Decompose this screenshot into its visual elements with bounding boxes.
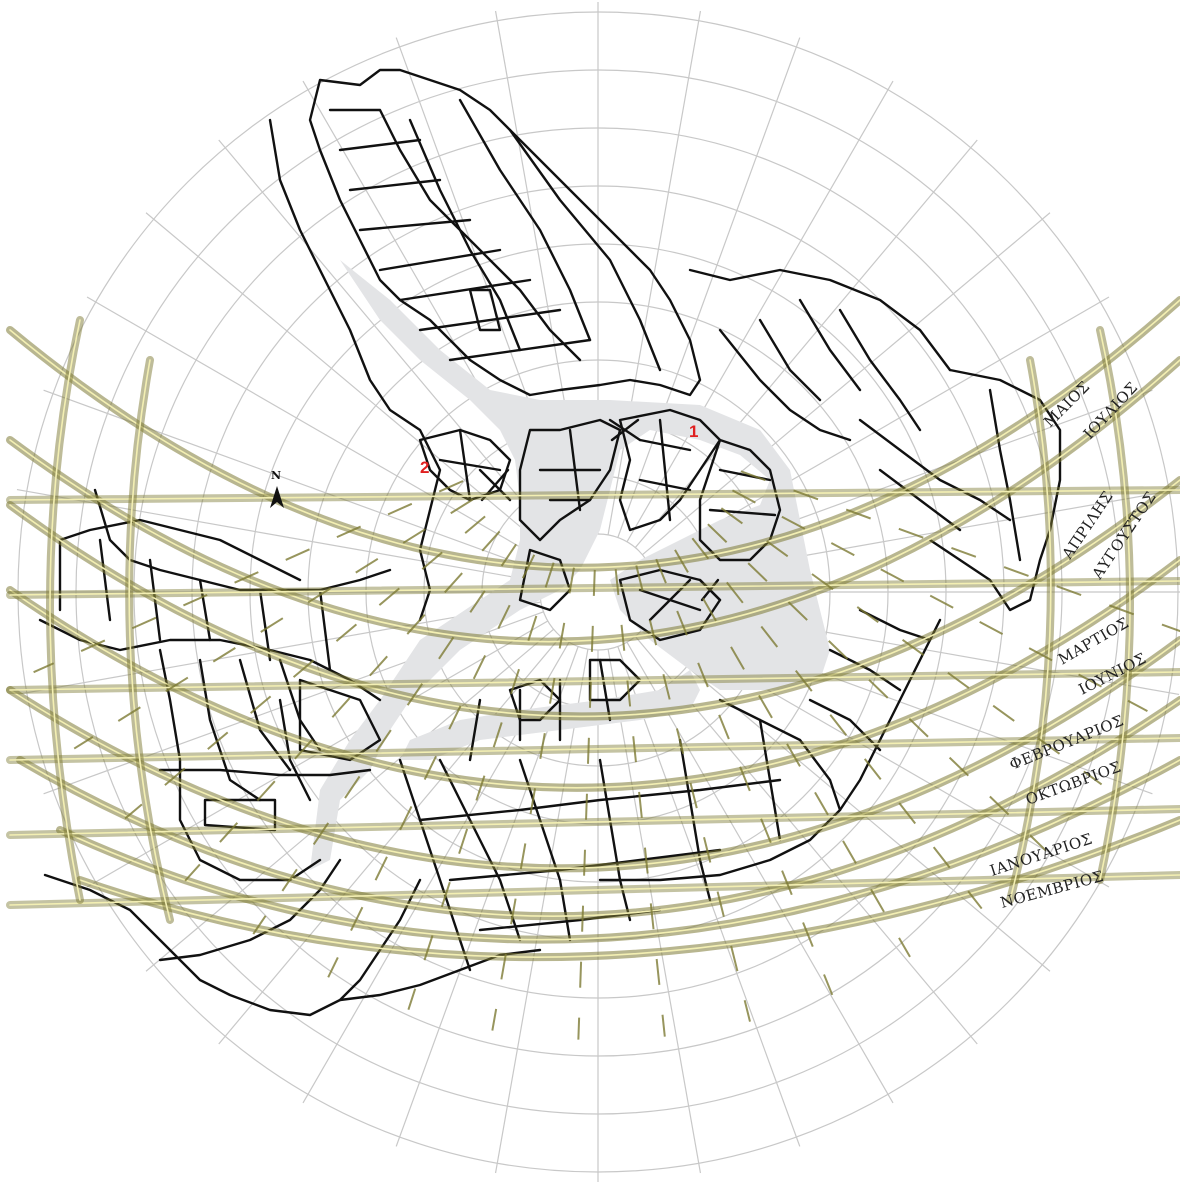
grid-spoke — [617, 37, 801, 538]
grid-spoke — [626, 80, 894, 543]
sun-band-highlight — [1099, 329, 1131, 881]
sun-band-highlight — [9, 671, 1180, 691]
grid-spoke — [145, 212, 554, 556]
sun-band-highlight — [19, 699, 1180, 918]
north-arrow: N — [270, 469, 284, 508]
sun-band-highlight — [9, 479, 1180, 718]
hour-line — [124, 515, 486, 820]
sun-band-highlight — [9, 639, 1180, 869]
hour-line — [491, 567, 575, 1031]
grid-spoke — [634, 139, 978, 548]
grid-spoke — [218, 636, 562, 1045]
sun-band-highlight — [9, 299, 1180, 569]
hour-line — [720, 507, 1103, 786]
grid-spoke — [145, 628, 554, 972]
hour-lines — [33, 470, 1180, 1040]
grid-spoke — [218, 139, 562, 548]
sun-band-highlight — [9, 737, 1180, 761]
hour-line — [691, 537, 983, 910]
hour-line — [707, 523, 1047, 852]
hour-line — [73, 498, 474, 750]
grid-spoke — [626, 641, 894, 1104]
hour-line — [674, 549, 911, 958]
sun-band-highlight — [1009, 359, 1052, 901]
marker-2: 2 — [420, 458, 429, 477]
sun-band — [1006, 356, 1055, 904]
grid-spoke — [642, 212, 1051, 556]
grid-spoke — [607, 10, 702, 535]
hour-line — [407, 562, 555, 1010]
hour-line — [740, 470, 1180, 633]
north-arrow-icon — [270, 486, 284, 508]
sun-band-highlight — [9, 808, 1180, 836]
hour-line — [577, 569, 596, 1040]
hour-line — [731, 489, 1148, 712]
hour-line — [614, 569, 666, 1037]
hour-line — [33, 480, 464, 674]
sun-band-highlight — [59, 759, 1180, 941]
hour-line — [655, 558, 834, 996]
grid-spoke — [494, 649, 589, 1174]
hour-line — [635, 565, 751, 1022]
hour-line — [252, 543, 517, 935]
marker-1: 1 — [689, 422, 698, 441]
sun-band-highlight — [9, 359, 1180, 643]
sun-band-highlight — [128, 359, 171, 921]
sun-band-highlight — [9, 559, 1180, 789]
sun-band-highlight — [49, 319, 81, 901]
sun-band-highlight — [9, 874, 1180, 906]
north-label: N — [271, 469, 281, 482]
grid-spoke — [86, 296, 549, 564]
hour-line — [184, 530, 501, 882]
hour-line — [327, 554, 536, 978]
sun-band-highlight — [9, 489, 1180, 501]
grid-spoke — [16, 601, 541, 696]
